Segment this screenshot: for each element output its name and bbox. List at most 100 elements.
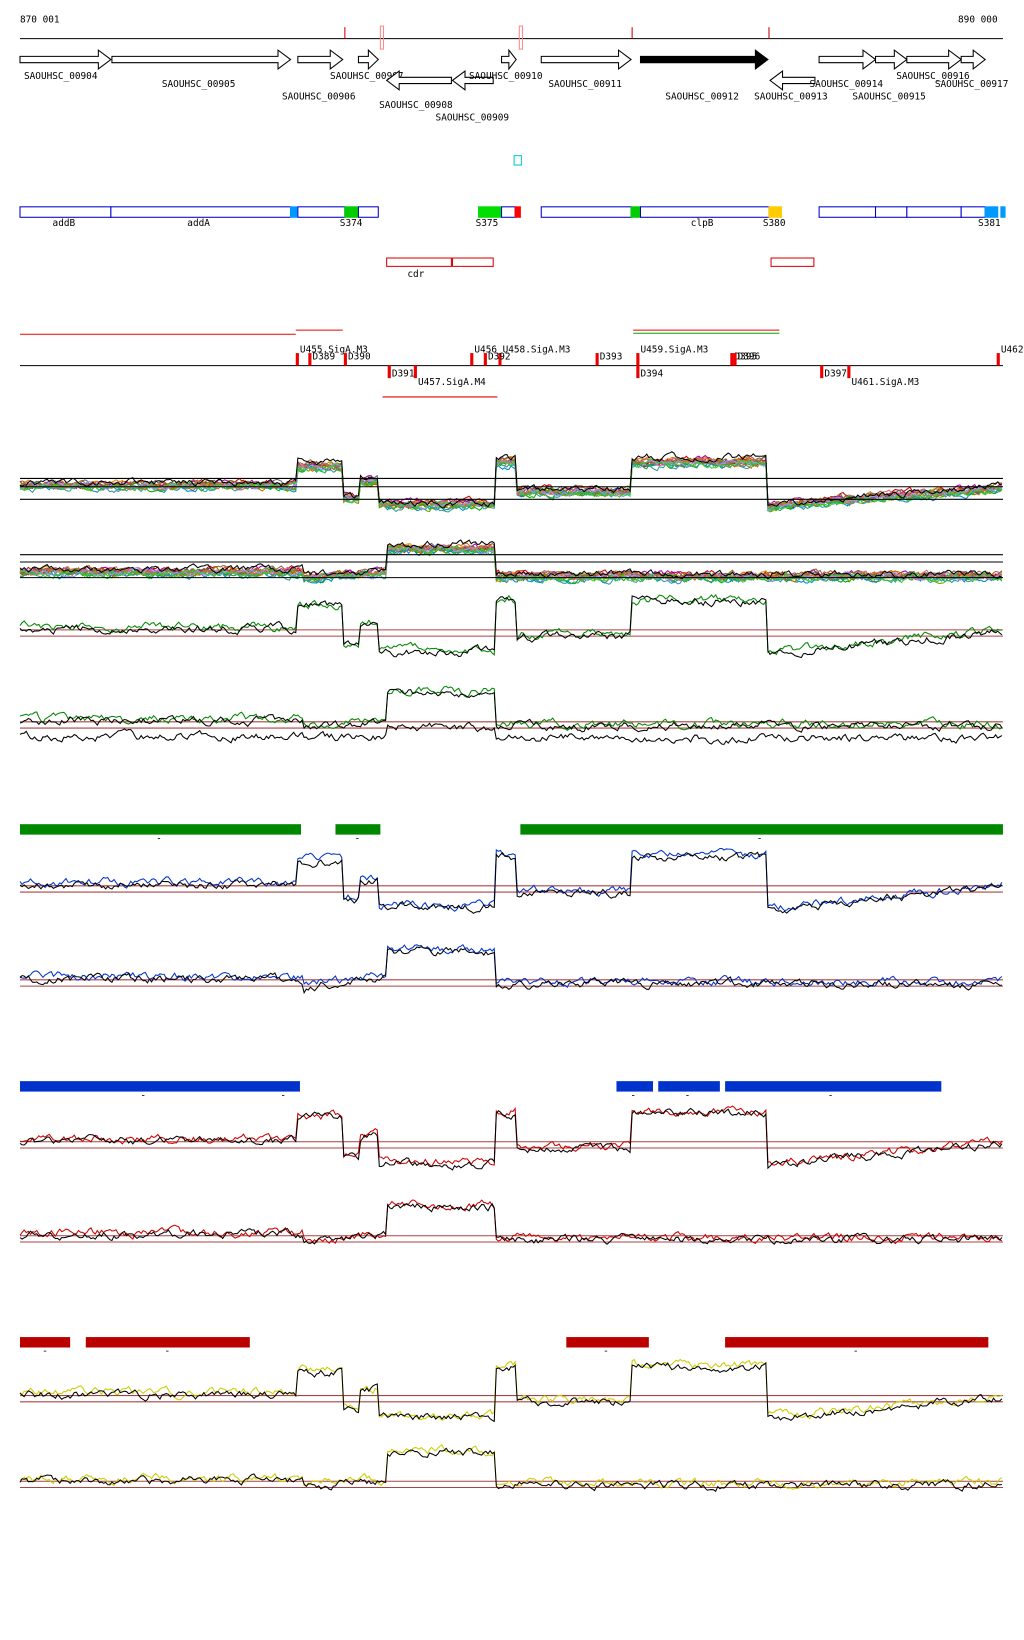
annotation-label: S381 — [978, 218, 1001, 229]
reg-mark — [483, 353, 487, 366]
terminator-box — [451, 257, 494, 267]
annotation-box — [344, 206, 359, 218]
annotation-label: addB — [53, 218, 76, 229]
gene-label: SAOUHSC_00913 — [754, 92, 828, 103]
gene-arrow — [385, 69, 452, 91]
gene-label: SAOUHSC_00914 — [810, 79, 884, 90]
reg-mark — [387, 365, 391, 379]
ruler-mark — [379, 25, 385, 50]
gene-arrow — [357, 48, 380, 71]
terminator-box — [770, 257, 815, 267]
reg-mark — [847, 365, 851, 379]
annotation-label: clpB — [691, 218, 714, 229]
gene-label: SAOUHSC_00915 — [852, 92, 926, 103]
expression-curve — [19, 946, 1002, 995]
marker — [513, 155, 522, 166]
terminator-box — [386, 257, 452, 267]
reg-mark — [636, 353, 640, 366]
gene-arrow — [874, 49, 908, 70]
annotation-label: S374 — [340, 218, 363, 229]
annotation-box — [478, 206, 503, 218]
condition-bar — [725, 1337, 989, 1348]
reg-mark — [413, 365, 417, 379]
expression-curve — [19, 1361, 1003, 1423]
annotation-box — [874, 206, 908, 218]
bar-mark: - — [42, 1346, 48, 1357]
annotation-box — [906, 206, 962, 218]
annotation-box — [297, 206, 346, 218]
expression-curve — [19, 1202, 1003, 1245]
gene-arrow — [111, 49, 292, 70]
annotation-box — [1000, 206, 1006, 218]
reg-mark — [308, 353, 312, 366]
reg-mark — [595, 353, 599, 366]
gene-arrow — [19, 49, 112, 70]
reg-label: D396 — [738, 352, 761, 363]
annotation-box — [984, 206, 999, 218]
reg-label: U458.SigA.M3 — [503, 344, 571, 355]
reg-mark — [295, 353, 299, 366]
gene-label: SAOUHSC_00910 — [469, 71, 543, 82]
reg-label: D394 — [640, 368, 663, 379]
gene-label: SAOUHSC_00909 — [436, 113, 510, 124]
gene-arrow — [451, 69, 494, 91]
reg-mark — [820, 365, 824, 379]
bar-mark: - — [280, 1090, 286, 1101]
reg-label: D390 — [348, 352, 371, 363]
condition-bar — [566, 1337, 649, 1348]
gene-arrow — [501, 48, 517, 71]
expression-curve — [19, 1447, 1003, 1493]
annotation-box — [501, 206, 516, 218]
reg-label: D393 — [600, 352, 623, 363]
annotation-box — [960, 206, 986, 218]
gene-label: SAOUHSC_00904 — [24, 71, 98, 82]
gene-label: SAOUHSC_00912 — [665, 92, 738, 103]
expression-curve — [19, 1199, 1003, 1245]
reg-mark — [636, 365, 640, 379]
condition-bar — [520, 824, 1003, 835]
gene-label: SAOUHSC_00905 — [162, 79, 236, 90]
expression-curve — [19, 943, 1003, 988]
gene-arrow — [639, 49, 769, 70]
reg-mark — [470, 353, 474, 366]
gene-label: SAOUHSC_00906 — [282, 92, 356, 103]
gene-label: SAOUHSC_00916 — [896, 71, 970, 82]
ruler-end: 890 000 — [958, 14, 998, 25]
expression-curve — [19, 851, 1003, 914]
annotation-box — [630, 206, 642, 218]
bar-mark: - — [140, 1090, 146, 1101]
annotation-box — [290, 206, 298, 218]
gene-arrow — [297, 49, 344, 70]
bar-mark: - — [355, 833, 361, 844]
reg-label: D392 — [488, 352, 511, 363]
annotation-box — [514, 206, 521, 218]
condition-bar — [20, 1081, 300, 1092]
condition-bar — [616, 1081, 654, 1092]
condition-bar — [335, 824, 381, 835]
expression-curve — [19, 459, 1002, 513]
reg-label: D389 — [312, 352, 335, 363]
expression-curve — [19, 688, 1003, 733]
expression-curve — [19, 1107, 1003, 1171]
gene-arrow — [769, 69, 816, 91]
annotation-label: S375 — [476, 218, 499, 229]
annotation-box — [639, 206, 770, 218]
condition-bar — [20, 1337, 71, 1348]
reg-label: U461.SigA.M3 — [851, 377, 919, 388]
annotation-box — [110, 206, 292, 218]
expression-curve — [19, 1358, 1003, 1421]
expression-curve — [19, 1105, 1003, 1168]
condition-bar — [658, 1081, 720, 1092]
reg-label: D397 — [824, 368, 847, 379]
gene-label: SAOUHSC_00911 — [548, 79, 622, 90]
reg-mark — [343, 353, 347, 366]
condition-bar — [725, 1081, 942, 1092]
terminator-label: cdr — [407, 269, 424, 280]
annotation-box — [357, 206, 379, 218]
reg-label: U459.SigA.M3 — [640, 344, 708, 355]
gene-arrow — [960, 49, 987, 71]
expression-curve — [19, 847, 1003, 912]
reg-label: U456 — [474, 344, 497, 355]
